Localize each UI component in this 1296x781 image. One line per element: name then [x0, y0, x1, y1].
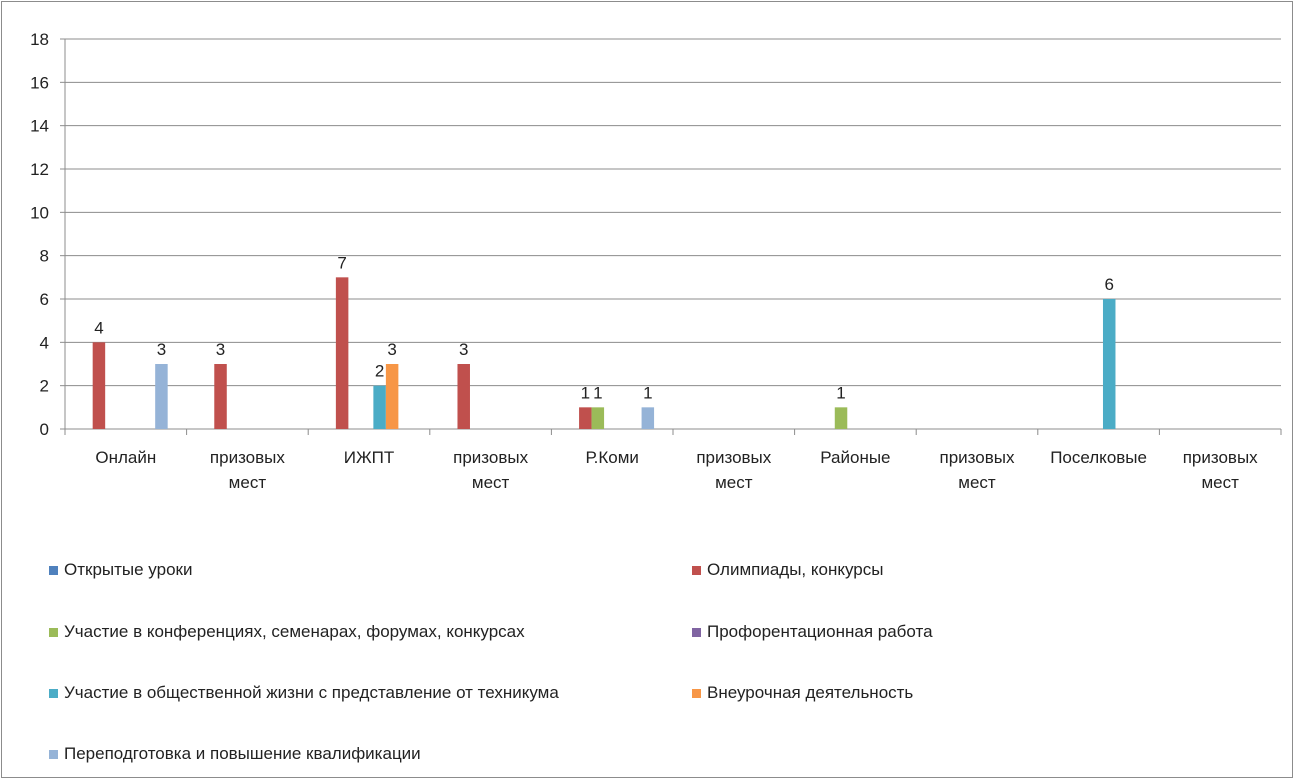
legend-swatch [692, 565, 701, 575]
legend-item: Внеурочная деятельность [692, 683, 913, 703]
bar [373, 385, 386, 429]
x-tick-label: призовых [940, 448, 1015, 467]
legend-swatch [49, 749, 58, 759]
x-tick-label: призовых [453, 448, 528, 467]
bar [92, 342, 106, 429]
y-tick-label: 4 [40, 333, 49, 352]
x-tick-label: ИЖПТ [344, 448, 395, 467]
bar [214, 364, 227, 429]
x-tick-label: мест [229, 473, 267, 492]
bar [457, 364, 470, 429]
x-tick-label: мест [472, 473, 510, 492]
y-tick-label: 0 [40, 420, 49, 439]
data-label: 6 [1104, 275, 1113, 294]
data-label: 1 [836, 383, 845, 402]
x-tick-label: Онлайн [95, 448, 156, 467]
data-label: 3 [157, 340, 166, 359]
x-tick-label: призовых [1183, 448, 1258, 467]
bar [385, 364, 399, 429]
legend-swatch [49, 627, 58, 637]
legend-item: Олимпиады, конкурсы [692, 560, 883, 580]
legend-swatch [49, 688, 58, 698]
x-tick-label: мест [1201, 473, 1239, 492]
legend-label: Профорентационная работа [707, 622, 933, 641]
y-tick-label: 6 [40, 290, 49, 309]
y-tick-label: 18 [30, 30, 49, 49]
legend-swatch [49, 565, 58, 575]
data-label: 1 [593, 383, 602, 402]
legend-label: Внеурочная деятельность [707, 683, 914, 702]
legend-item: Переподготовка и повышение квалификации [49, 744, 421, 764]
y-tick-label: 8 [40, 247, 49, 266]
y-tick-label: 10 [30, 203, 49, 222]
legend-swatch [692, 627, 701, 637]
data-label: 7 [337, 253, 346, 272]
legend-label: Участие в общественной жизни с представл… [64, 683, 559, 702]
legend-label: Переподготовка и повышение квалификации [64, 744, 421, 763]
x-tick-label: Р.Коми [586, 448, 639, 467]
x-tick-label: мест [715, 473, 753, 492]
legend-label: Олимпиады, конкурсы [707, 560, 884, 579]
bar [1102, 299, 1116, 429]
legend-item: Участие в общественной жизни с представл… [49, 683, 559, 703]
legend-swatch [692, 688, 701, 698]
bar [155, 364, 168, 429]
bar [335, 277, 349, 429]
x-tick-label: Поселковые [1050, 448, 1147, 467]
data-label: 3 [459, 340, 468, 359]
y-tick-label: 12 [30, 160, 49, 179]
x-tick-label: призовых [210, 448, 285, 467]
x-tick-label: призовых [696, 448, 771, 467]
legend-item: Профорентационная работа [692, 622, 933, 642]
bar [834, 407, 848, 429]
legend-item: Участие в конференциях, семенарах, форум… [49, 622, 525, 642]
x-tick-label: мест [958, 473, 996, 492]
data-label: 1 [581, 383, 590, 402]
y-tick-label: 2 [40, 377, 49, 396]
y-tick-label: 16 [30, 73, 49, 92]
data-label: 1 [643, 383, 652, 402]
legend-item: Открытые уроки [49, 560, 192, 580]
x-tick-label: Районые [820, 448, 890, 467]
bar [591, 407, 605, 429]
data-label: 4 [94, 318, 103, 337]
y-tick-label: 14 [30, 117, 49, 136]
bar [641, 407, 655, 429]
legend-label: Открытые уроки [64, 560, 193, 579]
data-label: 3 [387, 340, 396, 359]
data-label: 2 [375, 362, 384, 381]
legend-label: Участие в конференциях, семенарах, форум… [64, 622, 525, 641]
bar [579, 407, 592, 429]
data-label: 3 [216, 340, 225, 359]
